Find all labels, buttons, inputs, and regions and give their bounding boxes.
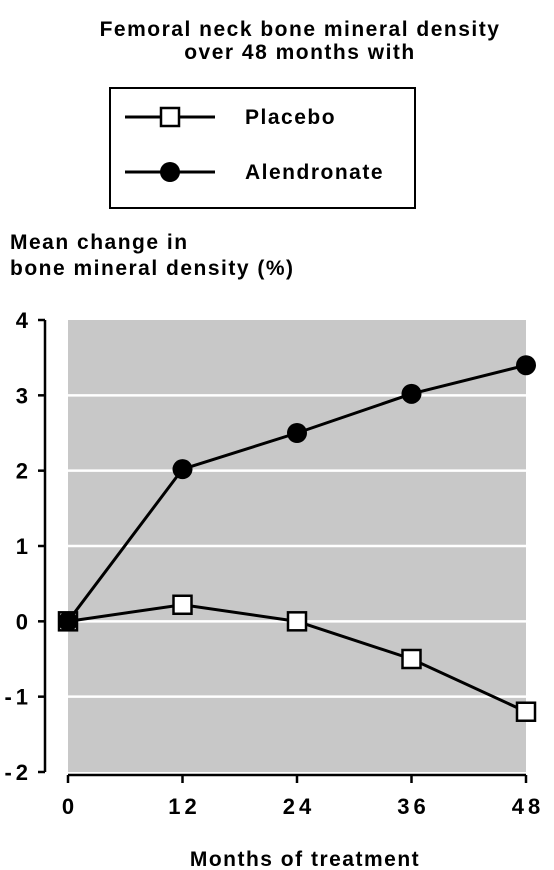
x-tick-label: 24	[283, 794, 315, 819]
y-tick-label: 0	[16, 609, 32, 634]
data-point	[172, 594, 193, 616]
y-axis-label: bone mineral density (%)	[10, 257, 295, 280]
data-point	[286, 611, 308, 632]
y-axis-label: Mean change in	[10, 231, 189, 254]
x-tick-label: 48	[512, 794, 544, 819]
chart-title: over 48 months with	[184, 41, 416, 64]
x-tick-label: 36	[397, 794, 429, 819]
y-tick-label: 1	[16, 534, 32, 559]
data-point	[516, 355, 536, 376]
y-tick-label: -2	[4, 760, 32, 785]
data-point	[172, 459, 193, 480]
y-tick-label: 3	[16, 383, 32, 408]
x-tick-label: 0	[62, 794, 78, 819]
legend-label: Placebo	[245, 106, 336, 129]
legend-label: Alendronate	[245, 161, 384, 184]
data-point	[287, 423, 307, 443]
legend-marker	[159, 106, 181, 128]
y-tick-label: 4	[16, 308, 32, 333]
y-tick-label: 2	[16, 459, 32, 484]
data-point	[401, 648, 422, 670]
chart-title: Femoral neck bone mineral density	[100, 18, 501, 41]
legend-marker	[160, 162, 180, 182]
data-point	[515, 701, 537, 722]
x-axis-label: Months of treatment	[190, 848, 420, 870]
data-point	[58, 611, 78, 632]
data-point	[401, 383, 422, 404]
y-tick-label: -1	[4, 685, 32, 710]
x-tick-label: 12	[168, 794, 200, 819]
